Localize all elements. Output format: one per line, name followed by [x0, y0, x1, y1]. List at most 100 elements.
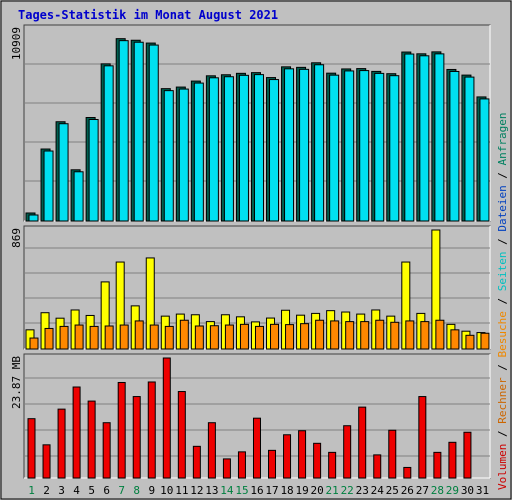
x-tick-label: 17: [265, 484, 278, 497]
bar-volumen: [102, 422, 111, 479]
bar-volumen: [177, 391, 186, 479]
bar-besuche: [420, 321, 430, 350]
bar-volumen: [132, 396, 141, 479]
bar-besuche: [345, 321, 355, 350]
bar-besuche: [179, 319, 189, 350]
bar-dateien: [344, 70, 355, 222]
bar-dateien: [359, 70, 370, 222]
bar-dateien: [223, 76, 234, 222]
bar-volumen: [418, 396, 427, 479]
bar-dateien: [238, 74, 249, 222]
legend: Volumen / Rechner / Besuche / Seiten / D…: [496, 112, 509, 490]
bar-besuche: [375, 319, 385, 350]
bar-volumen: [87, 400, 96, 479]
bar-dateien: [43, 150, 54, 222]
x-tick-label: 22: [341, 484, 354, 497]
bar-volumen: [222, 458, 231, 479]
legend-separator: /: [496, 232, 509, 252]
bar-besuche: [209, 325, 219, 350]
bar-dateien: [449, 70, 460, 222]
bar-volumen: [192, 445, 201, 479]
bar-besuche: [465, 334, 475, 350]
bar-besuche: [315, 319, 325, 350]
x-tick-label: 8: [133, 484, 140, 497]
bar-volumen: [147, 381, 156, 479]
bar-dateien: [419, 55, 430, 222]
x-tick-label: 11: [175, 484, 188, 497]
bar-dateien: [434, 53, 445, 222]
x-tick-label: 3: [58, 484, 65, 497]
bar-besuche: [164, 325, 174, 350]
bar-dateien: [299, 68, 310, 222]
bar-dateien: [314, 64, 325, 222]
x-tick-label: 15: [235, 484, 248, 497]
axis-max-label: 23.87 MB: [10, 356, 23, 409]
bar-dateien: [193, 82, 204, 222]
bar-volumen: [388, 429, 397, 479]
x-tick-label: 1: [28, 484, 35, 497]
bar-volumen: [373, 454, 382, 479]
legend-entry-dateien: Dateien: [496, 185, 509, 231]
bar-besuche: [239, 323, 249, 350]
x-tick-label: 31: [476, 484, 489, 497]
x-tick-label: 19: [295, 484, 308, 497]
x-tick-label: 29: [446, 484, 459, 497]
bar-volumen: [268, 449, 277, 479]
legend-separator: /: [496, 291, 509, 311]
bar-besuche: [330, 320, 340, 350]
x-tick-label: 13: [205, 484, 218, 497]
bar-volumen: [117, 381, 126, 479]
x-tick-label: 27: [416, 484, 429, 497]
x-tick-label: 7: [118, 484, 125, 497]
bar-dateien: [374, 72, 385, 222]
bar-besuche: [149, 324, 159, 350]
bar-dateien: [118, 40, 129, 222]
legend-entry-rechner: Rechner: [496, 377, 509, 424]
x-tick-label: 10: [160, 484, 173, 497]
bar-besuche: [254, 325, 264, 350]
bar-volumen: [463, 431, 472, 479]
x-tick-label: 5: [88, 484, 95, 497]
bar-volumen: [448, 441, 457, 479]
bar-dateien: [389, 75, 400, 222]
bar-volumen: [433, 451, 442, 479]
legend-separator: /: [496, 424, 509, 444]
bar-besuche: [360, 321, 370, 350]
bar-besuche: [44, 327, 54, 350]
bar-dateien: [178, 88, 189, 222]
bar-volumen: [57, 408, 66, 479]
bar-dateien: [73, 171, 84, 222]
x-tick-label: 12: [190, 484, 203, 497]
bar-besuche: [29, 337, 39, 350]
bar-volumen: [343, 425, 352, 479]
legend-entry-volumen: Volumen: [496, 444, 509, 490]
x-tick-label: 6: [103, 484, 110, 497]
bar-volumen: [207, 422, 216, 479]
bar-besuche: [194, 325, 204, 350]
legend-entry-seiten: Seiten: [496, 252, 509, 292]
bar-dateien: [148, 44, 159, 222]
x-tick-label: 28: [431, 484, 444, 497]
x-tick-label: 4: [73, 484, 80, 497]
bar-dateien: [464, 76, 475, 222]
legend-entry-besuche: Besuche: [496, 311, 509, 357]
x-tick-label: 14: [220, 484, 234, 497]
axis-max-label: 869: [10, 228, 23, 248]
bar-besuche: [270, 323, 280, 350]
x-tick-label: 25: [386, 484, 399, 497]
bar-besuche: [450, 329, 460, 350]
legend-separator: /: [496, 165, 509, 185]
bar-besuche: [480, 332, 490, 350]
bar-dateien: [269, 79, 280, 222]
bar-besuche: [74, 324, 84, 350]
bar-volumen: [72, 386, 81, 479]
legend-entry-anfragen: Anfragen: [496, 112, 509, 165]
bar-besuche: [224, 324, 234, 350]
bar-besuche: [390, 321, 400, 350]
bar-dateien: [329, 74, 340, 222]
x-tick-label: 24: [371, 484, 385, 497]
bar-volumen: [313, 442, 322, 479]
bar-volumen: [298, 430, 307, 479]
bar-dateien: [58, 123, 69, 222]
